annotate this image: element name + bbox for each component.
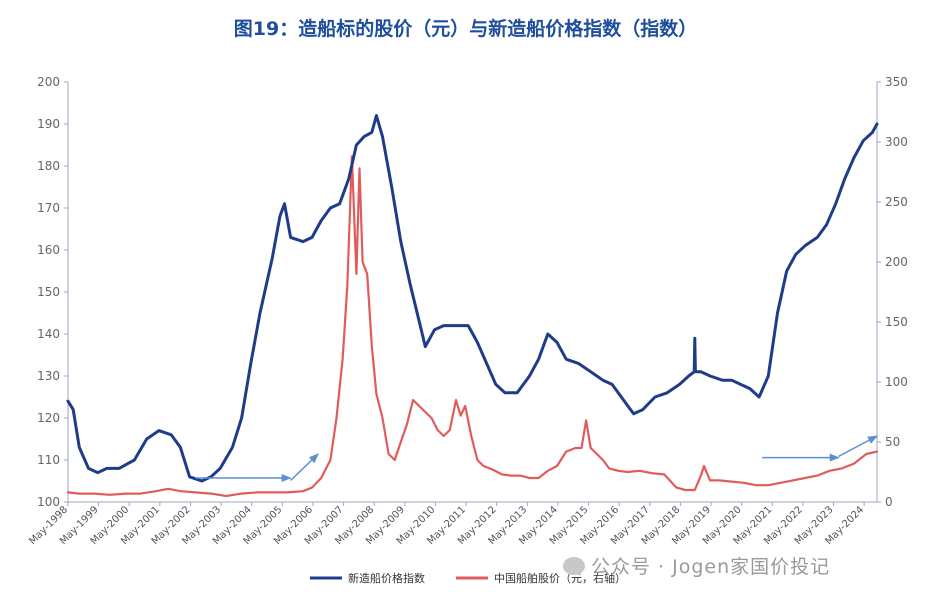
left-tick-label: 110 [37, 453, 60, 467]
left-tick-label: 150 [37, 285, 60, 299]
series-line-china-ship-stock-price [66, 155, 879, 498]
wechat-icon [563, 557, 585, 575]
right-tick-label: 200 [885, 255, 908, 269]
left-tick-label: 120 [37, 411, 60, 425]
annotation-layer [195, 435, 878, 482]
chart-title: 图19：造船标的股价（元）与新造船价格指数（指数） [233, 18, 698, 40]
left-tick-label: 170 [37, 201, 60, 215]
series-line-new-ship-price-index [66, 114, 879, 483]
left-tick-label: 190 [37, 117, 60, 131]
legend-label-right-series: 中国船舶股价（元，右轴） [494, 571, 626, 585]
x-axis-ticks: May-1998May-1999May-2000May-2001May-2002… [27, 502, 866, 547]
right-tick-label: 300 [885, 135, 908, 149]
right-tick-label: 50 [885, 435, 900, 449]
right-tick-label: 250 [885, 195, 908, 209]
right-tick-label: 350 [885, 75, 908, 89]
left-axis-ticks: 100 110 120 130 140 150 160 170 180 190 200 [37, 75, 68, 509]
left-tick-label: 140 [37, 327, 60, 341]
right-axis-ticks: 0 50 100 150 200 250 300 350 [877, 75, 908, 509]
right-tick-label: 0 [885, 495, 893, 509]
annotation-arrow [838, 435, 878, 458]
right-tick-label: 150 [885, 315, 908, 329]
legend: 新造船价格指数 中国船舶股价（元，右轴） [310, 571, 626, 585]
annotation-arrow [290, 453, 319, 481]
watermark-text: 公众号 · Jogen家国价投记 [591, 556, 831, 578]
right-tick-label: 100 [885, 375, 908, 389]
legend-label-left-series: 新造船价格指数 [348, 571, 425, 585]
left-tick-label: 130 [37, 369, 60, 383]
left-tick-label: 200 [37, 75, 60, 89]
left-tick-label: 100 [37, 495, 60, 509]
left-tick-label: 160 [37, 243, 60, 257]
watermark: 公众号 · Jogen家国价投记 [563, 552, 830, 579]
series-layer [66, 114, 879, 498]
left-tick-label: 180 [37, 159, 60, 173]
